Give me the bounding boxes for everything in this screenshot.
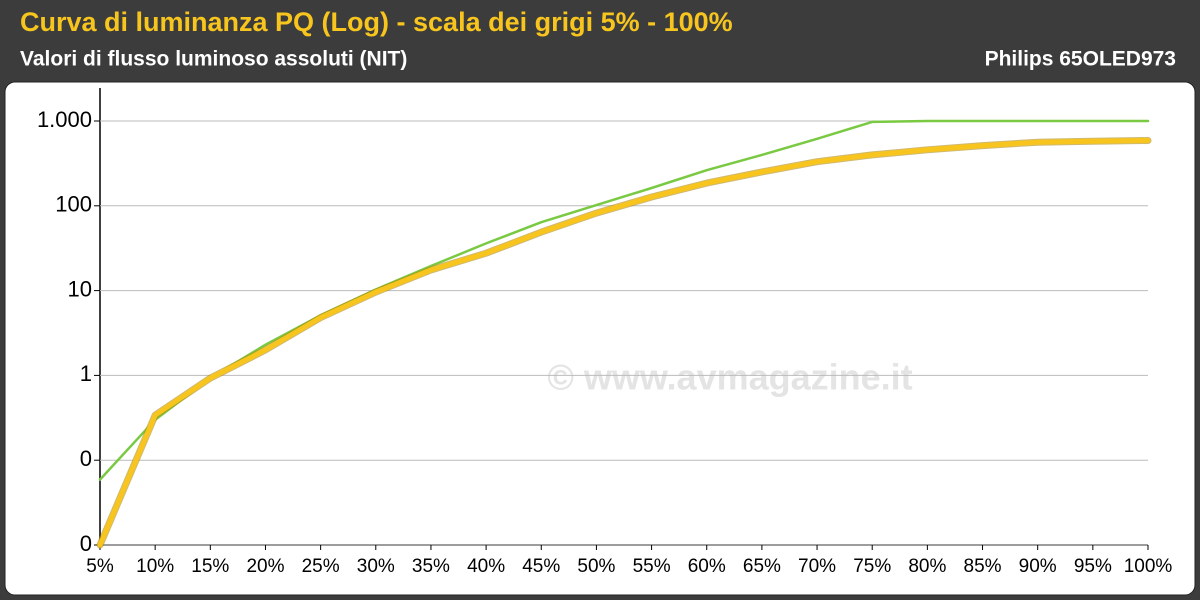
x-tick-label: 75% [853, 556, 891, 577]
x-tick-label: 5% [86, 556, 114, 577]
y-tick-label: 1.000 [37, 107, 92, 132]
x-tick-label: 65% [743, 556, 781, 577]
x-tick-label: 55% [633, 556, 671, 577]
series-line [98, 119, 1150, 481]
watermark: © www.avmagazine.it [547, 357, 912, 398]
chart-subtitle: Valori di flusso luminoso assoluti (NIT) [20, 48, 407, 71]
x-tick-label: 95% [1074, 556, 1112, 577]
x-tick-label: 15% [191, 556, 229, 577]
y-tick-label: 1 [80, 361, 92, 386]
x-tick-label: 70% [798, 556, 836, 577]
x-tick-label: 35% [412, 556, 450, 577]
series-line [97, 138, 1151, 548]
x-tick-label: 30% [357, 556, 395, 577]
x-tick-label: 90% [1019, 556, 1057, 577]
x-tick-label: 40% [467, 556, 505, 577]
x-tick-label: 85% [964, 556, 1002, 577]
x-tick-label: 50% [577, 556, 615, 577]
y-tick-label: 0 [80, 446, 92, 471]
y-tick-label: 0 [80, 531, 92, 556]
x-tick-label: 60% [688, 556, 726, 577]
x-tick-label: 10% [136, 556, 174, 577]
x-tick-label: 80% [908, 556, 946, 577]
x-tick-label: 20% [246, 556, 284, 577]
x-tick-label: 100% [1124, 556, 1173, 577]
y-tick-label: 10 [68, 276, 92, 301]
device-name: Philips 65OLED973 [985, 48, 1176, 71]
y-tick-label: 100 [55, 192, 92, 217]
x-tick-label: 45% [522, 556, 560, 577]
chart-title: Curva di luminanza PQ (Log) - scala dei … [20, 7, 733, 37]
plot-panel [4, 81, 1196, 596]
x-tick-label: 25% [302, 556, 340, 577]
